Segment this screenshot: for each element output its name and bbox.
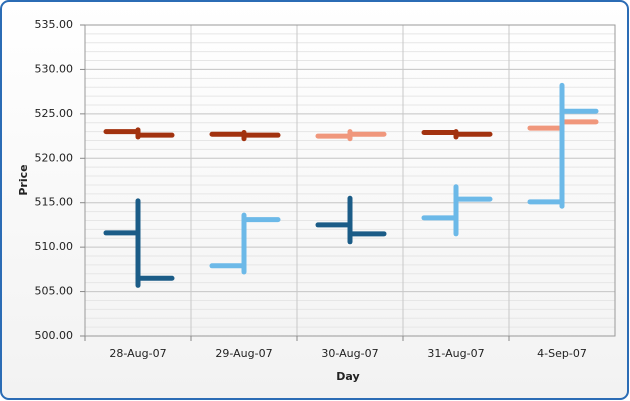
x-tick-label: 28-Aug-07 <box>109 347 166 360</box>
y-axis-title: Price <box>17 164 30 195</box>
x-tick-label: 30-Aug-07 <box>321 347 378 360</box>
y-tick-label: 525.00 <box>35 107 74 120</box>
y-tick-label: 535.00 <box>35 18 74 31</box>
x-tick-label: 31-Aug-07 <box>427 347 484 360</box>
x-axis-title: Day <box>336 370 359 383</box>
y-tick-label: 500.00 <box>35 329 74 342</box>
y-tick-label: 505.00 <box>35 285 74 298</box>
y-tick-label: 510.00 <box>35 240 74 253</box>
plot-border <box>84 24 616 337</box>
x-tick-label: 29-Aug-07 <box>215 347 272 360</box>
y-tick-label: 530.00 <box>35 62 74 75</box>
y-tick-label: 515.00 <box>35 196 74 209</box>
x-tick-label: 4-Sep-07 <box>537 347 587 360</box>
y-tick-label: 520.00 <box>35 151 74 164</box>
